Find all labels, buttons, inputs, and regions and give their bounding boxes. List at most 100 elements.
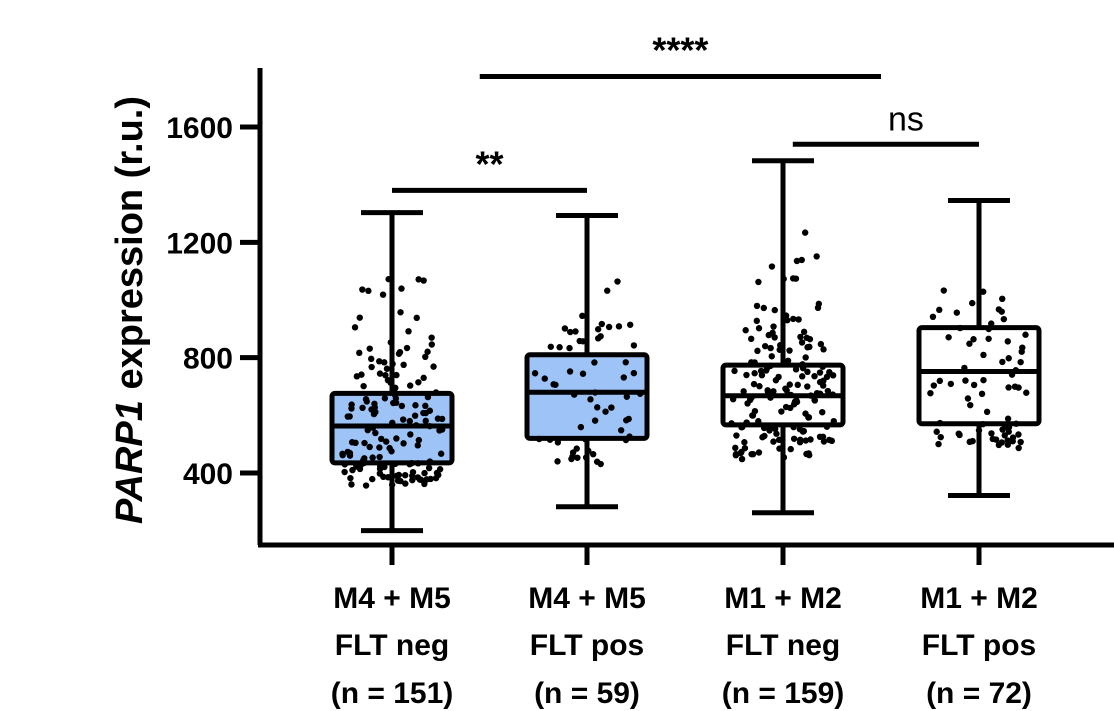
data-point	[366, 345, 373, 352]
data-point	[768, 263, 776, 270]
data-point	[531, 370, 539, 377]
category-labels: M4 + M5 FLT neg (n = 151) M4 + M5 FLT pos (n …	[331, 582, 1038, 710]
data-point	[411, 412, 419, 419]
data-points	[339, 229, 1030, 489]
data-point	[804, 344, 811, 351]
data-point	[790, 423, 797, 431]
data-point	[389, 419, 396, 426]
significance-brackets: ******ns	[392, 30, 979, 193]
data-point	[729, 395, 737, 403]
data-point	[780, 454, 788, 461]
data-point	[636, 390, 644, 397]
data-point	[751, 370, 758, 377]
data-point	[389, 360, 396, 368]
data-point	[414, 442, 421, 449]
data-point	[1009, 438, 1016, 445]
data-point	[992, 436, 1000, 443]
data-point	[970, 336, 977, 343]
data-point	[757, 367, 765, 375]
data-point	[816, 369, 824, 376]
data-point	[367, 355, 375, 363]
data-point	[585, 447, 592, 455]
data-point	[359, 286, 366, 293]
data-point	[395, 471, 403, 479]
data-point	[567, 328, 574, 336]
data-point	[773, 430, 780, 437]
data-point	[576, 337, 583, 345]
data-point	[594, 404, 601, 411]
data-point	[830, 417, 837, 425]
data-point	[999, 295, 1006, 303]
data-point	[966, 340, 973, 347]
data-point	[414, 460, 422, 467]
data-point	[432, 474, 440, 482]
data-point	[937, 433, 944, 441]
data-point	[1005, 355, 1012, 362]
data-point	[756, 383, 763, 390]
data-point	[753, 317, 760, 325]
data-point	[415, 436, 423, 444]
data-point	[574, 454, 581, 461]
data-point	[760, 424, 768, 432]
data-point	[359, 404, 366, 412]
category-label-line: FLT neg	[335, 629, 449, 662]
data-point	[587, 396, 594, 403]
data-point	[364, 426, 371, 434]
data-point	[786, 381, 793, 388]
data-point	[376, 453, 383, 461]
data-point	[341, 468, 348, 476]
data-point	[535, 435, 543, 443]
data-point	[403, 344, 411, 352]
category-label-line: M4 + M5	[528, 582, 646, 615]
data-point	[556, 344, 563, 351]
data-point	[399, 416, 407, 423]
data-point	[964, 395, 972, 402]
data-point	[620, 374, 627, 381]
category-label-line: (n = 72)	[926, 677, 1032, 710]
data-point	[804, 368, 811, 376]
category-label-line: (n = 151)	[331, 677, 454, 710]
data-point	[761, 432, 768, 440]
data-point	[376, 463, 384, 470]
data-point	[353, 373, 361, 380]
data-point	[766, 424, 774, 432]
data-point	[749, 450, 757, 458]
data-point	[622, 359, 629, 366]
data-point	[748, 335, 755, 343]
data-point	[770, 323, 777, 330]
data-point	[1015, 431, 1022, 438]
data-point	[776, 346, 783, 353]
data-point	[743, 419, 750, 426]
data-point	[376, 444, 383, 451]
data-point	[547, 343, 555, 350]
data-point	[820, 346, 827, 353]
data-point	[927, 389, 934, 397]
data-point	[961, 364, 968, 372]
data-point	[732, 450, 740, 458]
data-point	[753, 302, 761, 310]
data-point	[980, 351, 987, 359]
data-point	[936, 419, 944, 427]
data-point	[432, 389, 440, 396]
data-point	[755, 418, 762, 425]
data-point	[755, 449, 763, 456]
data-point	[956, 324, 964, 332]
data-point	[412, 402, 419, 409]
data-point	[392, 460, 399, 468]
data-point	[388, 481, 396, 488]
data-point	[627, 321, 634, 328]
data-point	[805, 414, 812, 421]
axes	[257, 68, 1114, 548]
data-point	[369, 475, 376, 483]
data-point	[1012, 420, 1020, 427]
data-point	[630, 342, 638, 349]
data-point	[398, 285, 405, 292]
data-point	[614, 278, 621, 285]
data-point	[384, 376, 392, 384]
data-point	[402, 480, 409, 487]
data-point	[793, 398, 801, 406]
data-point	[348, 481, 355, 488]
data-point	[356, 349, 363, 357]
data-point	[801, 229, 809, 236]
